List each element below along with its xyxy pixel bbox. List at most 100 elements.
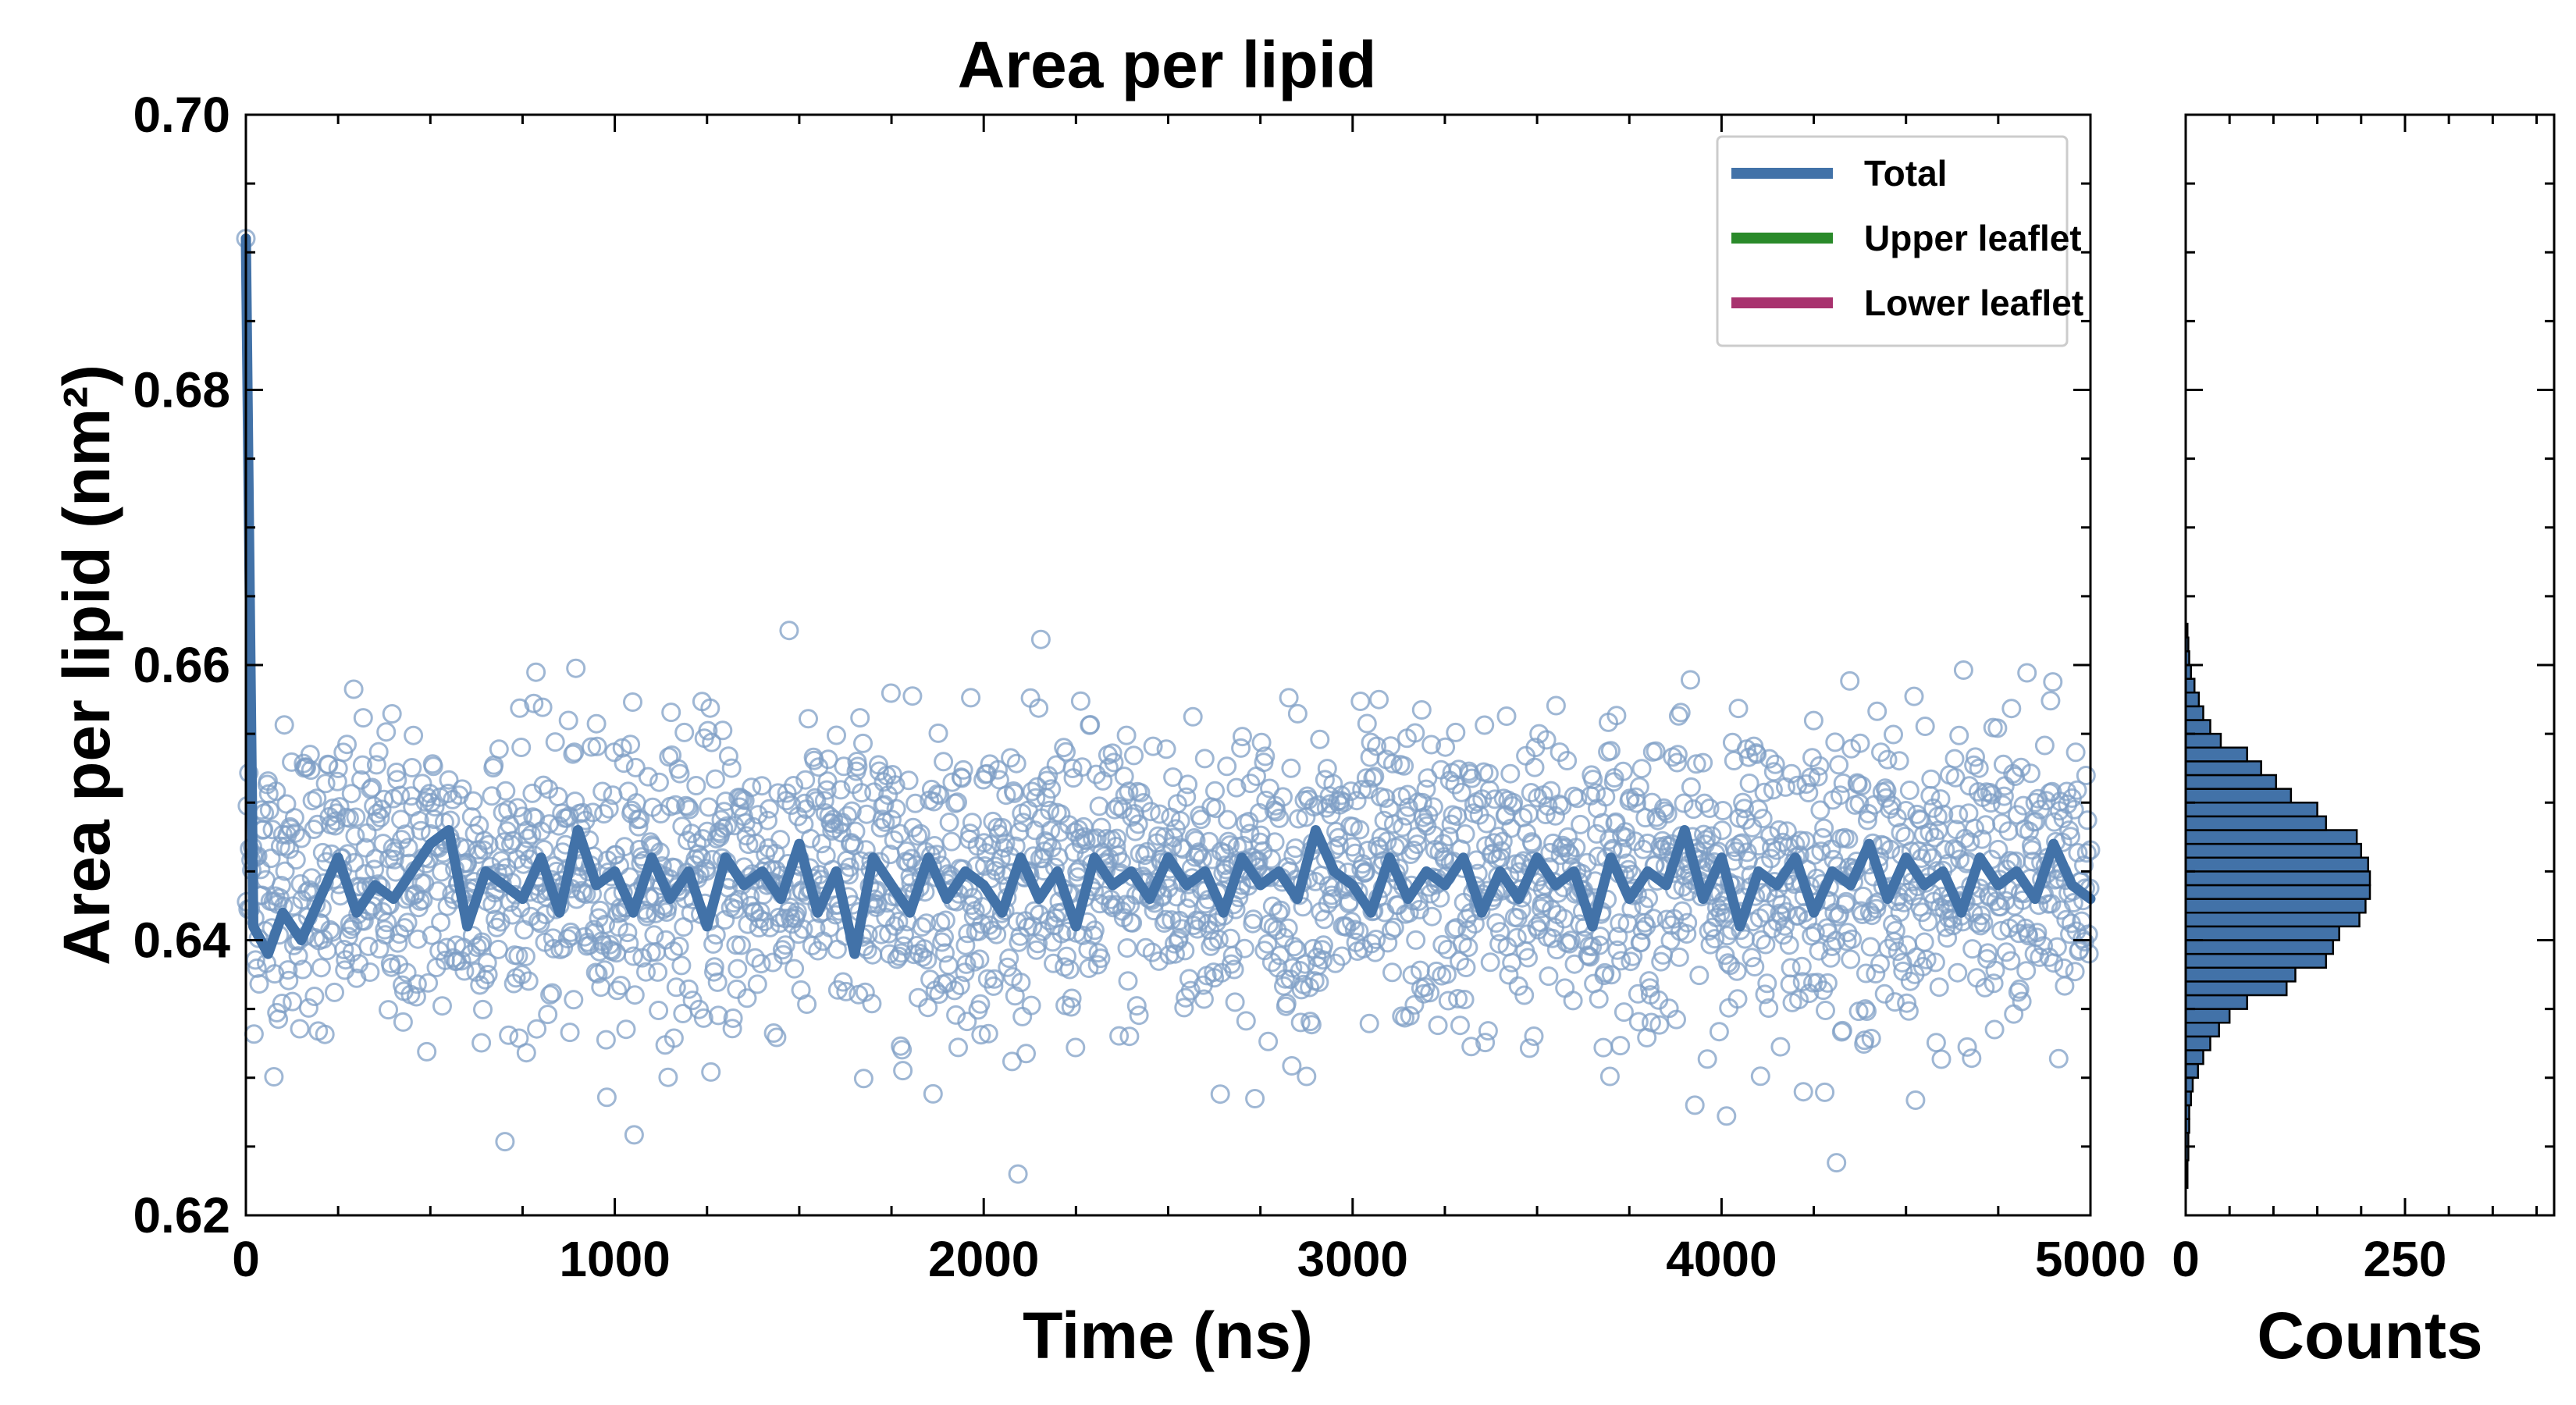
- scatter-point: [1496, 706, 1517, 726]
- scatter-point: [818, 749, 838, 770]
- scatter-point: [2034, 735, 2055, 756]
- histogram-bar: [2184, 925, 2340, 941]
- scatter-point: [2065, 742, 2086, 763]
- scatter-point: [2067, 780, 2087, 800]
- scatter-point: [998, 957, 1018, 977]
- scatter-point: [1803, 710, 1823, 731]
- scatter-point: [664, 858, 685, 878]
- scatter-point: [425, 797, 445, 817]
- scatter-point: [472, 932, 493, 952]
- scatter-point: [1884, 992, 1905, 1012]
- scatter-point: [1309, 972, 1329, 992]
- scatter-point: [855, 982, 875, 1002]
- scatter-point: [1737, 842, 1757, 863]
- scatter-point: [1061, 997, 1081, 1017]
- scatter-point: [438, 784, 458, 803]
- scatter-point: [1432, 934, 1453, 955]
- scatter-point: [596, 1087, 617, 1108]
- scatter-point: [1727, 989, 1748, 1009]
- y-tick-label: 0.62: [133, 1187, 230, 1243]
- scatter-point: [908, 826, 927, 846]
- scatter-point: [834, 756, 854, 777]
- scatter-point: [953, 759, 973, 780]
- scatter-point: [503, 831, 523, 851]
- scatter-point: [344, 852, 365, 873]
- scatter-point: [718, 746, 738, 767]
- scatter-point: [346, 807, 366, 827]
- scatter-point: [745, 948, 765, 968]
- scatter-point: [1667, 745, 1688, 765]
- scatter-point: [1070, 691, 1091, 711]
- scatter-point: [1156, 739, 1176, 759]
- scatter-point: [1821, 839, 1841, 859]
- scatter-point: [1856, 963, 1876, 984]
- scatter-point: [1400, 1005, 1420, 1026]
- scatter-point: [1972, 829, 1992, 849]
- scatter-point: [291, 828, 311, 848]
- scatter-point: [1245, 1089, 1265, 1108]
- scatter-point: [696, 861, 717, 881]
- scatter-point: [713, 720, 733, 741]
- scatter-point: [1899, 781, 1920, 800]
- scatter-point: [1567, 788, 1588, 809]
- scatter-point: [2061, 827, 2080, 847]
- scatter-point: [329, 797, 350, 817]
- scatter-point: [722, 1019, 742, 1039]
- y-tick-label: 0.68: [133, 362, 230, 418]
- scatter-point: [1357, 841, 1378, 860]
- scatter-point: [2056, 909, 2076, 930]
- scatter-point: [311, 958, 331, 978]
- scatter-point: [327, 771, 347, 791]
- scatter-point: [1948, 805, 1969, 825]
- scatter-point: [1382, 962, 1402, 983]
- scatter-point: [1148, 826, 1169, 846]
- scatter-point: [671, 955, 692, 976]
- scatter-point: [358, 936, 379, 956]
- scatter-point: [1685, 1095, 1705, 1115]
- scatter-point: [1885, 920, 1905, 941]
- x-axis-label: Time (ns): [1023, 1299, 1313, 1372]
- scatter-point: [763, 1023, 784, 1043]
- scatter-point: [1606, 706, 1627, 726]
- scatter-point: [1697, 1049, 1717, 1069]
- scatter-point: [987, 924, 1007, 944]
- scatter-point: [971, 1025, 991, 1045]
- scatter-point: [1649, 1015, 1670, 1035]
- scatter-point: [1789, 990, 1809, 1010]
- scatter-point: [1366, 930, 1386, 949]
- scatter-point: [836, 981, 856, 1001]
- scatter-point: [1084, 920, 1105, 941]
- scatter-point: [1268, 903, 1289, 923]
- scatter-point: [1461, 1037, 1482, 1057]
- scatter-point: [564, 742, 585, 763]
- scatter-point: [767, 1027, 787, 1048]
- scatter-point: [885, 775, 906, 795]
- scatter-point: [1251, 732, 1272, 752]
- scatter-point: [362, 777, 382, 798]
- scatter-point: [1503, 792, 1524, 813]
- scatter-point: [1347, 791, 1367, 811]
- scatter-point: [853, 1069, 873, 1089]
- scatter-point: [1765, 754, 1785, 774]
- scatter-point: [1124, 745, 1144, 766]
- scatter-point: [288, 946, 308, 966]
- scatter-point: [443, 948, 464, 968]
- scatter-point: [1489, 934, 1510, 954]
- scatter-point: [1841, 949, 1861, 969]
- scatter-point: [1877, 749, 1898, 770]
- scatter-point: [614, 837, 635, 857]
- scatter-point: [290, 1019, 310, 1039]
- scatter-point: [542, 983, 562, 1003]
- scatter-point: [893, 1061, 913, 1081]
- scatter-point: [738, 834, 759, 855]
- scatter-point: [892, 1040, 913, 1060]
- scatter-point: [1912, 848, 1931, 868]
- scatter-point: [1029, 698, 1049, 718]
- scatter-point: [454, 961, 475, 981]
- scatter-point: [1108, 796, 1129, 816]
- scatter-point: [1870, 954, 1890, 974]
- scatter-point: [624, 1125, 644, 1145]
- scatter-point: [1829, 755, 1849, 775]
- scatter-point: [1021, 995, 1041, 1016]
- scatter-point: [841, 801, 862, 821]
